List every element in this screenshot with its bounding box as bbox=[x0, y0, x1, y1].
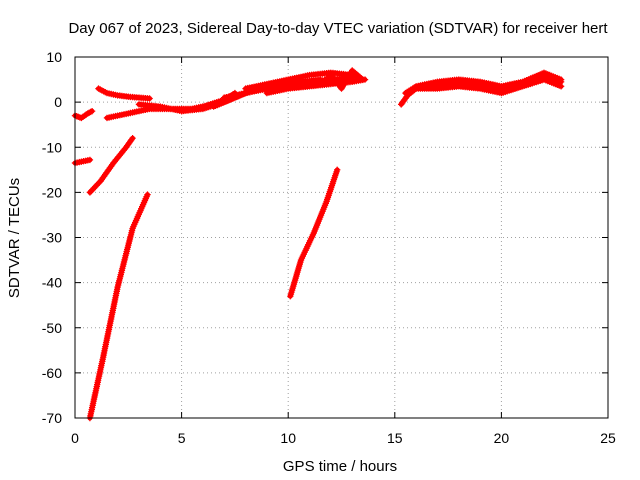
series-markers bbox=[95, 85, 153, 102]
plot-frame bbox=[74, 56, 609, 419]
x-tick-label: 25 bbox=[600, 430, 616, 446]
y-tick-label: -10 bbox=[42, 139, 62, 155]
series-trace-e bbox=[287, 166, 341, 300]
x-tick-label: 5 bbox=[178, 430, 186, 446]
x-tick-label: 15 bbox=[387, 430, 403, 446]
tick-layer: 0 5 10 15 20 25 -70 -60 -50 -40 -30 -20 -10 0 10 bbox=[42, 49, 616, 446]
series-markers bbox=[287, 166, 341, 300]
series-trace-q bbox=[412, 76, 565, 97]
y-tick-label: -30 bbox=[42, 230, 62, 246]
series-markers bbox=[86, 191, 151, 422]
y-tick-label: 10 bbox=[46, 49, 62, 65]
y-tick-label: -50 bbox=[42, 320, 62, 336]
y-axis-label: SDTVAR / TECUs bbox=[6, 178, 23, 298]
series-trace-f bbox=[95, 85, 153, 102]
y-tick-label: -60 bbox=[42, 365, 62, 381]
y-tick-label: -70 bbox=[42, 410, 62, 426]
chart-title: Day 067 of 2023, Sidereal Day-to-day VTE… bbox=[68, 20, 608, 37]
y-tick-label: 0 bbox=[54, 94, 62, 110]
x-tick-label: 0 bbox=[71, 430, 79, 446]
data-layer bbox=[71, 67, 565, 422]
grid-layer bbox=[75, 57, 608, 418]
series-trace-n bbox=[317, 67, 366, 92]
series-trace-k bbox=[221, 74, 356, 101]
series-markers bbox=[412, 76, 565, 97]
series-markers bbox=[317, 67, 366, 92]
x-tick-label: 10 bbox=[280, 430, 296, 446]
series-trace-c bbox=[86, 135, 136, 196]
series-markers bbox=[86, 135, 136, 196]
x-tick-label: 20 bbox=[494, 430, 510, 446]
series-trace-d bbox=[86, 191, 151, 422]
y-tick-label: -20 bbox=[42, 184, 62, 200]
x-axis-label: GPS time / hours bbox=[283, 458, 397, 475]
y-tick-label: -40 bbox=[42, 275, 62, 291]
